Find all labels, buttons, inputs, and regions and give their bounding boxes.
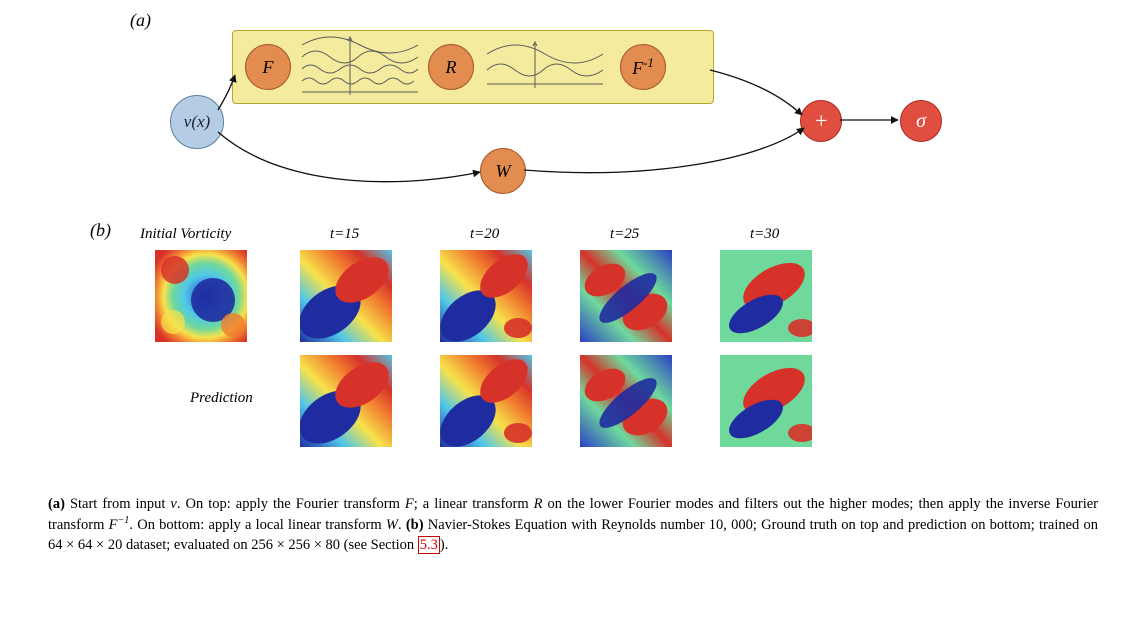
tile-gt-15 (300, 250, 392, 342)
tile-initial (155, 250, 247, 342)
tile-pred-30 (720, 355, 812, 447)
tile-pred-20 (440, 355, 532, 447)
time-label-1: t=20 (470, 226, 499, 243)
tile-gt-20 (440, 250, 532, 342)
caption-ref[interactable]: 5.3 (418, 536, 440, 554)
caption: (a) Start from input v. On top: apply th… (48, 494, 1098, 556)
row-label-bottom: Prediction (190, 390, 253, 407)
time-label-3: t=30 (750, 226, 779, 243)
tile-gt-25 (580, 250, 672, 342)
tile-pred-25 (580, 355, 672, 447)
caption-b-bold: (b) (406, 517, 424, 533)
tile-pred-15 (300, 355, 392, 447)
caption-a3: ; a linear transform (414, 496, 534, 512)
panel-b: (b) Initial Vorticity t=15 t=20 t=25 t=3… (30, 220, 1116, 480)
caption-F: F (405, 496, 414, 512)
caption-W: W (386, 517, 398, 533)
time-label-0: t=15 (330, 226, 359, 243)
row-label-top: Initial Vorticity (140, 226, 231, 243)
panel-a: (a) v(x) F R F-1 (30, 10, 1116, 210)
figure: (a) v(x) F R F-1 (30, 10, 1116, 556)
caption-a1: Start from input (65, 496, 170, 512)
caption-a-bold: (a) (48, 496, 65, 512)
arrows (30, 10, 1030, 210)
tile-gt-30 (720, 250, 812, 342)
caption-a5: . On bottom: apply a local linear transf… (129, 517, 386, 533)
caption-b2: ). (440, 537, 448, 553)
caption-Finv: F−1 (109, 517, 130, 533)
caption-R: R (534, 496, 543, 512)
caption-a2: . On top: apply the Fourier transform (177, 496, 405, 512)
panel-b-label: (b) (90, 220, 111, 241)
time-label-2: t=25 (610, 226, 639, 243)
